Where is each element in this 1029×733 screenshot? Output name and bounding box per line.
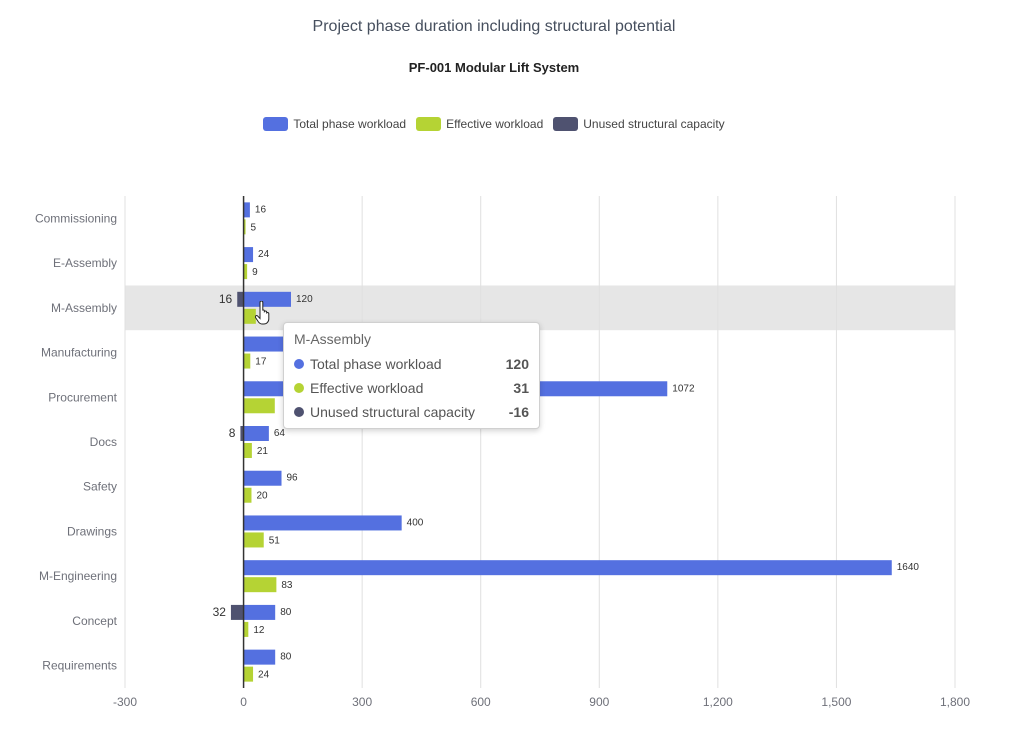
bar-label-total: 80 <box>280 652 292 663</box>
x-tick-label: -300 <box>113 695 137 709</box>
chart-tooltip: M-Assembly Total phase workload 120 Effe… <box>283 322 540 429</box>
bar-total <box>243 470 282 486</box>
bar-unused <box>230 604 244 620</box>
bar-effective <box>243 308 256 324</box>
tooltip-label-unused: Unused structural capacity <box>310 404 475 420</box>
bar-effective <box>243 666 254 682</box>
tooltip-row-total: Total phase workload 120 <box>294 352 529 376</box>
bar-label-effective: 9 <box>252 267 258 278</box>
bar-total <box>243 247 254 263</box>
x-tick-label: 900 <box>589 695 609 709</box>
tooltip-label-effective: Effective workload <box>310 380 424 396</box>
x-tick-label: 1,800 <box>940 695 970 709</box>
legend-swatch-effective <box>416 117 442 131</box>
tooltip-dot-unused <box>294 407 304 417</box>
bar-label-total: 1640 <box>897 562 920 573</box>
bar-effective <box>243 487 252 503</box>
bar-label-effective: 21 <box>257 446 269 457</box>
bar-total <box>243 426 269 441</box>
legend-swatch-total <box>263 117 289 131</box>
tooltip-value-total: 120 <box>505 356 529 372</box>
bar-label-effective: 51 <box>269 535 281 546</box>
bar-label-total: 80 <box>280 607 292 618</box>
legend-item-unused-capacity[interactable]: Unused structural capacity <box>553 117 725 131</box>
bar-label-total: 120 <box>296 294 313 305</box>
tooltip-value-effective: 31 <box>513 380 529 396</box>
chart-subtitle: PF-001 Modular Lift System <box>408 60 580 75</box>
bar-total <box>243 604 276 620</box>
bar-label-total: 24 <box>258 249 270 260</box>
y-category-label: Safety <box>83 480 117 494</box>
y-category-label: Docs <box>90 435 117 449</box>
bar-label-unused: 8 <box>229 426 236 440</box>
bar-label-total: 1072 <box>672 383 695 394</box>
y-category-label: Procurement <box>48 390 117 404</box>
bar-effective <box>243 398 275 414</box>
bar-label-total: 96 <box>287 473 299 484</box>
bar-label-unused: 16 <box>219 292 233 306</box>
tooltip-value-unused: -16 <box>508 404 529 420</box>
legend-label-effective: Effective workload <box>446 117 544 131</box>
tooltip-row-effective: Effective workload 31 <box>294 376 529 400</box>
bar-total <box>243 649 276 665</box>
bar-unused <box>240 426 244 441</box>
y-category-label: E-Assembly <box>53 256 117 270</box>
bar-label-effective: 12 <box>253 625 265 636</box>
legend-item-total-phase-workload[interactable]: Total phase workload <box>263 117 406 131</box>
bar-effective <box>243 264 248 280</box>
x-tick-label: 1,200 <box>703 695 733 709</box>
y-category-label: Drawings <box>67 524 117 538</box>
y-category-label: M-Assembly <box>51 301 117 315</box>
legend-item-effective-workload[interactable]: Effective workload <box>416 117 543 131</box>
bar-label-total: 64 <box>274 428 286 439</box>
x-tick-label: 600 <box>471 695 491 709</box>
y-category-label: Requirements <box>42 659 117 673</box>
x-tick-label: 1,500 <box>821 695 851 709</box>
tooltip-label-total: Total phase workload <box>310 356 442 372</box>
legend-swatch-unused <box>553 117 579 131</box>
tooltip-row-unused: Unused structural capacity -16 <box>294 400 529 424</box>
y-category-label: Manufacturing <box>41 346 117 360</box>
y-category-label: Commissioning <box>35 211 117 225</box>
bar-total <box>243 515 402 531</box>
bar-label-effective: 83 <box>281 580 293 591</box>
legend-label-total: Total phase workload <box>293 117 407 131</box>
bar-effective <box>243 219 246 235</box>
bar-label-effective: 5 <box>251 222 257 233</box>
bar-effective <box>243 353 251 369</box>
bar-effective <box>243 577 277 593</box>
x-tick-label: 0 <box>240 695 247 709</box>
bar-effective <box>243 621 249 637</box>
bar-label-effective: 20 <box>256 491 268 502</box>
tooltip-dot-effective <box>294 383 304 393</box>
x-tick-label: 300 <box>352 695 372 709</box>
chart-legend: Total phase workload Effective workload … <box>0 117 988 131</box>
bar-label-unused: 32 <box>213 605 227 619</box>
tooltip-dot-total <box>294 359 304 369</box>
hand-pointer-icon <box>255 301 270 325</box>
bar-total <box>243 560 892 576</box>
chart-title: Project phase duration including structu… <box>312 18 676 35</box>
legend-label-unused: Unused structural capacity <box>583 117 725 131</box>
bar-label-total: 400 <box>407 517 424 528</box>
y-category-label: Concept <box>72 614 117 628</box>
tooltip-title: M-Assembly <box>294 331 372 347</box>
bar-label-effective: 17 <box>255 357 267 368</box>
bar-unused <box>237 291 244 307</box>
bar-effective <box>243 443 252 458</box>
y-category-label: M-Engineering <box>39 569 117 583</box>
bar-total <box>243 202 250 218</box>
bar-label-total: 16 <box>255 204 267 215</box>
bar-total <box>243 291 291 307</box>
bar-label-effective: 24 <box>258 670 270 681</box>
bar-effective <box>243 532 264 548</box>
